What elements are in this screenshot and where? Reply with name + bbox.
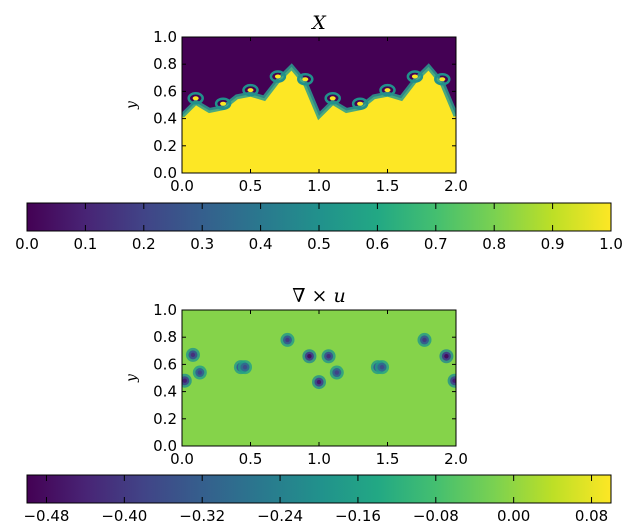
chart1-billow [214, 97, 232, 110]
chart1-billow-core [302, 77, 309, 82]
chart2-vortex-core [316, 379, 322, 385]
chart2-xtick-label: 1.0 [307, 450, 331, 468]
chart2-vortex-core [379, 364, 385, 370]
chart2-vortex-core [444, 354, 449, 359]
chart2-xtick-label: 1.5 [376, 450, 400, 468]
chart2-title: ∇ × u [292, 285, 346, 307]
chart1-billow [269, 70, 287, 83]
colorbar1-tick-label: 0.4 [249, 235, 273, 253]
chart1-billow [187, 92, 204, 105]
colorbar1-tick-label: 0.2 [132, 235, 156, 253]
chart1-billow [351, 97, 369, 110]
chart1-billow-core [329, 96, 336, 101]
chart1-billow-core [384, 88, 391, 93]
chart2-vortex-core [190, 352, 196, 358]
chart2-ytick-label: 0.8 [153, 328, 177, 346]
chart1-ytick-label: 0.8 [153, 55, 177, 73]
chart2-xtick-label: 2.0 [444, 450, 468, 468]
chart1-billow [324, 92, 341, 105]
colorbar2 [26, 474, 612, 504]
chart2-vortex-core [326, 354, 331, 359]
colorbar2-tick-label: −0.24 [257, 507, 303, 525]
chart1-xtick-label: 1.5 [376, 177, 400, 195]
chart1-billow-core [247, 88, 254, 93]
colorbar1-tick-label: 0.6 [365, 235, 389, 253]
chart1-billow-core [274, 74, 281, 79]
chart1-xtick-label: 2.0 [444, 177, 468, 195]
chart1-billow-core [439, 77, 446, 82]
chart1-ytick-label: 1.0 [153, 28, 177, 46]
chart2-vortex-core [242, 364, 248, 370]
chart1-heatmap [182, 37, 456, 173]
chart1-ytick-label: 0.6 [153, 82, 177, 100]
colorbar1-tick-label: 0.7 [424, 235, 448, 253]
colorbar2-tick-label: −0.40 [101, 507, 147, 525]
colorbar2-tick-label: −0.48 [23, 507, 69, 525]
chart1-ytick-label: 0.0 [153, 164, 177, 182]
chart2-heatmap [182, 310, 456, 446]
chart2-vortex-core [285, 337, 290, 343]
chart1-billow [379, 83, 396, 97]
colorbar1-tick-label: 0.8 [482, 235, 506, 253]
chart1-xtick-label: 0.0 [170, 177, 194, 195]
chart1-ylabel: y [124, 100, 140, 110]
chart1-ytick-label: 0.2 [153, 137, 177, 155]
chart1-billow-core [220, 101, 227, 106]
chart2-xtick-label: 0.5 [239, 450, 263, 468]
chart2-ylabel: y [124, 373, 140, 383]
chart1-billow [434, 72, 451, 86]
colorbar2-tick-label: −0.32 [179, 507, 225, 525]
chart1-title: X [310, 12, 327, 34]
chart2-vortex-core [334, 370, 340, 375]
chart1-billow [242, 83, 259, 97]
chart2-vortex-core [182, 378, 187, 383]
chart2-vortex-core [422, 337, 427, 343]
colorbar1-tick-label: 0.5 [307, 235, 331, 253]
colorbar2-tick-label: −0.08 [413, 507, 459, 525]
chart2-ytick-label: 0.6 [153, 355, 177, 373]
chart1-billow-core [411, 74, 418, 79]
chart2-xtick-label: 0.0 [170, 450, 194, 468]
colorbar1-tick-label: 0.3 [190, 235, 214, 253]
chart2-vortex-core [307, 354, 312, 359]
chart2-vortex-core [452, 378, 456, 383]
chart2-ytick-label: 0.0 [153, 437, 177, 455]
colorbar1-tick-label: 1.0 [599, 235, 623, 253]
chart1-ytick-label: 0.4 [153, 110, 177, 128]
chart1-mixing-layer [182, 63, 456, 121]
colorbar2-tick-label: 0.00 [497, 507, 530, 525]
chart1-fluid-region [182, 66, 456, 173]
chart1-billow [297, 72, 314, 86]
colorbar1-tick-label: 0.1 [73, 235, 97, 253]
chart1-billow [406, 70, 424, 83]
chart2-vortex-core [197, 370, 203, 375]
chart2-ytick-label: 0.2 [153, 410, 177, 428]
chart2-ytick-label: 1.0 [153, 301, 177, 319]
colorbar2-tick-label: 0.08 [575, 507, 608, 525]
colorbar2-tick-label: −0.16 [335, 507, 381, 525]
chart1-xtick-label: 1.0 [307, 177, 331, 195]
chart2-ytick-label: 0.4 [153, 383, 177, 401]
colorbar1-tick-label: 0.9 [541, 235, 565, 253]
chart1-xtick-label: 0.5 [239, 177, 263, 195]
chart1-billow-core [192, 96, 199, 101]
chart1-billow-core [357, 101, 364, 106]
colorbar1-tick-label: 0.0 [15, 235, 39, 253]
